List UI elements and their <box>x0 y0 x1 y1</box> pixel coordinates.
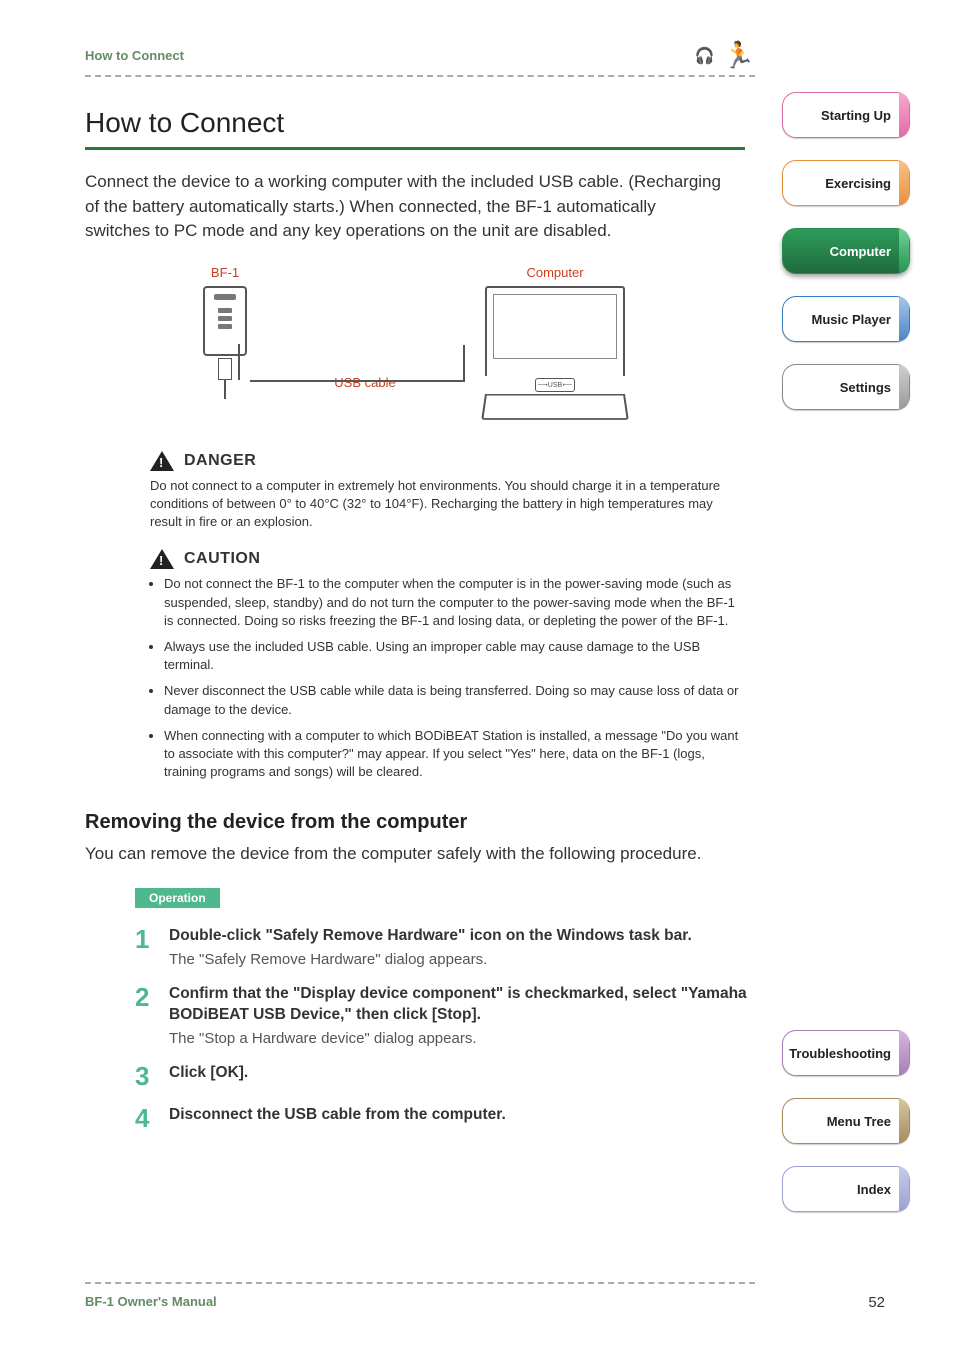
warning-icon <box>150 451 174 471</box>
step-title: Click [OK]. <box>169 1063 755 1084</box>
danger-text: Do not connect to a computer in extremel… <box>150 477 740 532</box>
step-2: 2 Confirm that the "Display device compo… <box>135 984 755 1047</box>
header-icons: 🎧 🏃 <box>695 40 755 71</box>
tab-color-bar <box>899 365 909 409</box>
computer-icon: ⟶USB⟵ <box>485 286 625 426</box>
title-underline <box>85 147 745 150</box>
tab-troubleshooting[interactable]: Troubleshooting <box>782 1030 910 1076</box>
breadcrumb: How to Connect <box>85 48 184 63</box>
headphone-icon: 🎧 <box>695 46 715 66</box>
tab-label: Troubleshooting <box>789 1046 891 1061</box>
page-title: How to Connect <box>85 107 745 139</box>
operation-tag: Operation <box>135 888 220 908</box>
footer-manual-label: BF-1 Owner's Manual <box>85 1294 217 1311</box>
tab-computer[interactable]: Computer <box>782 228 910 274</box>
page-header: How to Connect 🎧 🏃 <box>85 40 755 71</box>
tab-index[interactable]: Index <box>782 1166 910 1212</box>
tab-color-bar <box>899 93 909 137</box>
caution-list: Do not connect the BF-1 to the computer … <box>150 575 740 781</box>
removing-text: You can remove the device from the compu… <box>85 842 725 866</box>
usb-port-icon: ⟶USB⟵ <box>535 378 575 392</box>
warning-icon <box>150 549 174 569</box>
step-title: Double-click "Safely Remove Hardware" ic… <box>169 926 755 947</box>
intro-paragraph: Connect the device to a working computer… <box>85 170 725 244</box>
tab-starting-up[interactable]: Starting Up <box>782 92 910 138</box>
tab-settings[interactable]: Settings <box>782 364 910 410</box>
caution-item: Do not connect the BF-1 to the computer … <box>164 575 740 630</box>
tab-exercising[interactable]: Exercising <box>782 160 910 206</box>
sidebar-tabs-upper: Starting Up Exercising Computer Music Pl… <box>782 92 910 410</box>
bf1-label: BF-1 <box>185 265 265 280</box>
step-desc: The "Stop a Hardware device" dialog appe… <box>169 1030 755 1047</box>
step-number: 2 <box>135 984 159 1047</box>
usb-cable-line <box>250 380 465 382</box>
step-1: 1 Double-click "Safely Remove Hardware" … <box>135 926 755 968</box>
caution-item: When connecting with a computer to which… <box>164 727 740 782</box>
step-3: 3 Click [OK]. <box>135 1063 755 1089</box>
danger-heading: DANGER <box>184 452 256 470</box>
caution-heading-row: CAUTION <box>150 549 760 569</box>
step-desc: The "Safely Remove Hardware" dialog appe… <box>169 951 755 968</box>
step-title: Confirm that the "Display device compone… <box>169 984 755 1026</box>
connection-diagram: BF-1 USB cable Computer ⟶USB⟵ <box>85 264 745 426</box>
footer-divider <box>85 1282 755 1284</box>
sidebar-tabs-lower: Troubleshooting Menu Tree Index <box>782 1030 910 1212</box>
step-number: 4 <box>135 1105 159 1131</box>
removing-heading: Removing the device from the computer <box>85 811 760 834</box>
tab-music-player[interactable]: Music Player <box>782 296 910 342</box>
tab-label: Index <box>857 1182 891 1197</box>
tab-label: Menu Tree <box>827 1114 891 1129</box>
tab-color-bar <box>899 229 909 273</box>
footer-page-number: 52 <box>868 1294 885 1311</box>
computer-label: Computer <box>465 265 645 280</box>
step-number: 1 <box>135 926 159 968</box>
caution-item: Always use the included USB cable. Using… <box>164 638 740 674</box>
caution-heading: CAUTION <box>184 550 260 568</box>
tab-color-bar <box>899 1099 909 1143</box>
danger-heading-row: DANGER <box>150 451 760 471</box>
step-title: Disconnect the USB cable from the comput… <box>169 1105 755 1126</box>
tab-label: Settings <box>840 380 891 395</box>
tab-label: Starting Up <box>821 108 891 123</box>
operation-steps: 1 Double-click "Safely Remove Hardware" … <box>135 926 755 1131</box>
step-number: 3 <box>135 1063 159 1089</box>
tab-color-bar <box>899 297 909 341</box>
tab-color-bar <box>899 1031 909 1075</box>
tab-color-bar <box>899 1167 909 1211</box>
tab-label: Music Player <box>812 312 892 327</box>
runner-icon: 🏃 <box>723 40 755 71</box>
cable-label: USB cable <box>265 375 465 390</box>
tab-menu-tree[interactable]: Menu Tree <box>782 1098 910 1144</box>
usb-plug-icon <box>218 358 232 380</box>
caution-item: Never disconnect the USB cable while dat… <box>164 682 740 718</box>
page-footer: BF-1 Owner's Manual 52 <box>85 1282 905 1311</box>
tab-label: Exercising <box>825 176 891 191</box>
header-divider <box>85 75 755 77</box>
tab-label: Computer <box>830 244 891 259</box>
step-4: 4 Disconnect the USB cable from the comp… <box>135 1105 755 1131</box>
bf1-device-icon <box>203 286 247 356</box>
tab-color-bar <box>899 161 909 205</box>
